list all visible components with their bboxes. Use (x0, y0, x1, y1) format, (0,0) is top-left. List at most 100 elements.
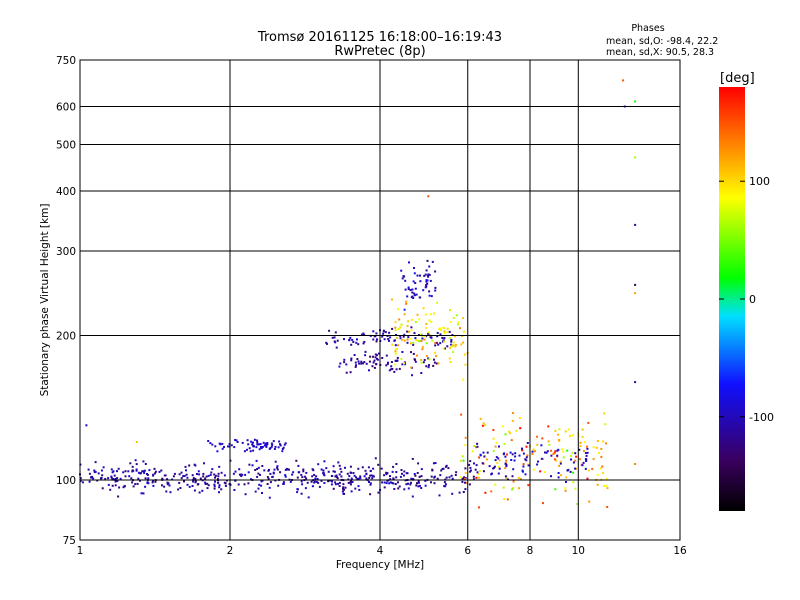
echo-point (143, 469, 146, 472)
echo-point (430, 320, 433, 323)
echo-point (271, 475, 274, 478)
echo-point (198, 473, 201, 476)
echo-point (572, 471, 575, 474)
echo-point (348, 338, 351, 341)
echo-point (515, 429, 518, 432)
echo-point (400, 469, 403, 471)
echo-point (476, 445, 479, 448)
echo-point (586, 447, 589, 450)
echo-point (153, 467, 156, 470)
echo-point (550, 454, 553, 457)
echo-point (381, 481, 384, 484)
echo-point (498, 445, 500, 448)
echo-point (85, 424, 88, 427)
echo-point (503, 452, 506, 455)
echo-point (370, 474, 373, 477)
echo-point (233, 446, 236, 449)
echo-point (338, 473, 341, 476)
echo-point (374, 356, 377, 359)
echo-point (503, 498, 506, 500)
echo-point (511, 453, 514, 456)
echo-point (135, 468, 138, 471)
echo-point (392, 478, 395, 481)
echo-point (281, 450, 284, 453)
echo-point (498, 467, 501, 470)
echo-point (270, 445, 273, 448)
echo-point (411, 288, 414, 291)
y-tick-label: 600 (56, 102, 76, 114)
echo-point (395, 368, 398, 371)
echo-point (425, 326, 427, 329)
echo-point (469, 466, 472, 469)
echo-point (581, 428, 584, 431)
echo-point (375, 363, 378, 365)
echo-point (414, 282, 417, 284)
echo-point (244, 493, 247, 496)
echo-point (298, 471, 301, 474)
echo-point (592, 446, 595, 449)
echo-point (433, 361, 436, 364)
echo-point (606, 487, 609, 490)
echo-point (339, 362, 342, 365)
x-tick-label: 6 (464, 545, 471, 557)
echo-point (364, 354, 367, 357)
echo-point (335, 476, 338, 478)
echo-point (101, 469, 103, 472)
echo-point (381, 357, 384, 359)
echo-point (581, 464, 584, 467)
echo-point (375, 332, 378, 335)
echo-point (417, 462, 420, 465)
echo-point (110, 468, 113, 471)
echo-point (427, 332, 430, 335)
echo-point (410, 481, 412, 484)
echo-point (399, 337, 402, 340)
echo-point (357, 360, 360, 363)
echo-point (605, 477, 608, 480)
echo-point (440, 469, 443, 472)
echo-point (425, 322, 428, 325)
echo-point (428, 265, 431, 268)
echo-point (325, 467, 328, 470)
echo-point (135, 441, 138, 443)
echo-point (218, 486, 221, 489)
echo-point (433, 351, 436, 354)
echo-point (257, 472, 260, 475)
echo-point (114, 480, 117, 483)
echo-point (81, 481, 84, 484)
echo-point (185, 469, 187, 472)
echo-point (266, 442, 269, 444)
echo-point (494, 445, 497, 448)
echo-point (363, 340, 366, 343)
echo-point (315, 475, 318, 478)
echo-point (160, 469, 163, 472)
echo-point (257, 466, 260, 469)
echo-point (540, 444, 543, 447)
echo-point (214, 476, 216, 479)
echo-point (332, 487, 335, 490)
echo-point (335, 474, 338, 477)
colorbar-unit: [deg] (720, 71, 755, 86)
x-tick-label: 2 (227, 545, 234, 557)
echo-point (507, 478, 509, 481)
echo-point (344, 466, 346, 469)
echo-point (209, 442, 212, 445)
echo-point (161, 484, 163, 487)
echo-point (227, 445, 229, 448)
echo-point (454, 344, 457, 346)
echo-point (365, 362, 368, 365)
echo-point (414, 360, 417, 363)
echo-point (570, 454, 572, 457)
echo-point (504, 475, 507, 478)
echo-point (318, 485, 321, 488)
echo-point (405, 483, 408, 486)
echo-point (511, 488, 514, 491)
echo-point (512, 480, 515, 483)
echo-point (406, 295, 409, 298)
echo-point (257, 487, 260, 490)
echo-point (430, 336, 433, 339)
echo-point (333, 340, 336, 343)
echo-point (244, 473, 247, 476)
echo-point (407, 487, 410, 490)
echo-point (522, 465, 525, 468)
echo-point (333, 336, 336, 339)
